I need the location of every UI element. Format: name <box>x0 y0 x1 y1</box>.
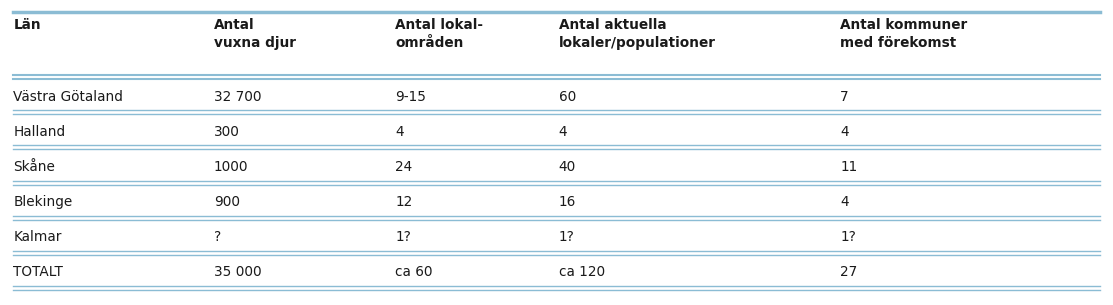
Text: Blekinge: Blekinge <box>13 195 72 209</box>
Text: 4: 4 <box>840 125 849 139</box>
Text: Antal kommuner
med förekomst: Antal kommuner med förekomst <box>840 18 967 50</box>
Text: 4: 4 <box>840 195 849 209</box>
Text: ?: ? <box>214 230 221 244</box>
Text: Halland: Halland <box>13 125 66 139</box>
Text: 1000: 1000 <box>214 160 248 174</box>
Text: ca 120: ca 120 <box>559 265 604 279</box>
Text: 60: 60 <box>559 90 575 104</box>
Text: Skåne: Skåne <box>13 160 56 174</box>
Text: Kalmar: Kalmar <box>13 230 61 244</box>
Text: 16: 16 <box>559 195 575 209</box>
Text: 24: 24 <box>395 160 412 174</box>
Text: TOTALT: TOTALT <box>13 265 63 279</box>
Text: 1?: 1? <box>395 230 411 244</box>
Text: 4: 4 <box>395 125 404 139</box>
Text: 1?: 1? <box>559 230 574 244</box>
Text: 4: 4 <box>559 125 568 139</box>
Text: 7: 7 <box>840 90 849 104</box>
Text: 12: 12 <box>395 195 412 209</box>
Text: 32 700: 32 700 <box>214 90 262 104</box>
Text: 9-15: 9-15 <box>395 90 426 104</box>
Text: ca 60: ca 60 <box>395 265 433 279</box>
Text: 40: 40 <box>559 160 575 174</box>
Text: Antal aktuella
lokaler/populationer: Antal aktuella lokaler/populationer <box>559 18 716 50</box>
Text: Län: Län <box>13 18 41 32</box>
Text: 27: 27 <box>840 265 857 279</box>
Text: Antal lokal-
områden: Antal lokal- områden <box>395 18 483 50</box>
Text: 900: 900 <box>214 195 239 209</box>
Text: 11: 11 <box>840 160 857 174</box>
Text: Antal
vuxna djur: Antal vuxna djur <box>214 18 296 50</box>
Text: 35 000: 35 000 <box>214 265 262 279</box>
Text: 1?: 1? <box>840 230 856 244</box>
Text: Västra Götaland: Västra Götaland <box>13 90 124 104</box>
Text: 300: 300 <box>214 125 239 139</box>
